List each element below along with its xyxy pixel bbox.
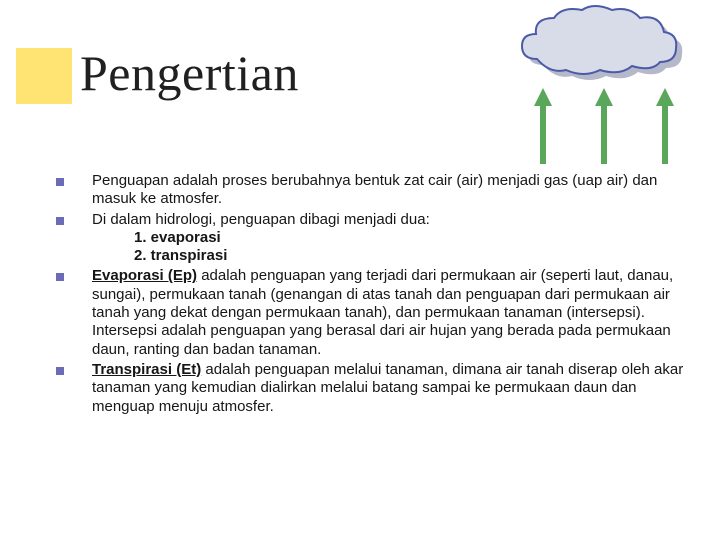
bullet-icon [56,217,64,225]
bullet-icon [56,273,64,281]
bullet-icon [56,178,64,186]
slide-title: Pengertian [80,44,299,102]
item-text: Transpirasi (Et) adalah penguapan melalu… [92,361,696,416]
list-item: Penguapan adalah proses berubahnya bentu… [56,172,696,209]
item-text: Evaporasi (Ep) adalah penguapan yang ter… [92,267,696,358]
cloud-graphic [512,4,688,94]
term: Transpirasi (Et) [92,361,201,378]
content-body: Penguapan adalah proses berubahnya bentu… [56,172,696,418]
item-line: Di dalam hidrologi, penguapan dibagi men… [92,211,430,228]
list-item: Di dalam hidrologi, penguapan dibagi men… [56,211,696,266]
bullet-icon [56,367,64,375]
arrow-up-icon [534,88,552,164]
sub-item: 1. evaporasi [92,229,696,247]
arrow-up-icon [595,88,613,164]
list-item: Transpirasi (Et) adalah penguapan melalu… [56,361,696,416]
sub-item: 2. transpirasi [92,247,696,265]
arrows-graphic [534,88,674,168]
list-item: Evaporasi (Ep) adalah penguapan yang ter… [56,267,696,358]
term: Evaporasi (Ep) [92,267,197,284]
accent-box [16,48,72,104]
arrow-up-icon [656,88,674,164]
item-text: Di dalam hidrologi, penguapan dibagi men… [92,211,696,266]
item-text: Penguapan adalah proses berubahnya bentu… [92,172,696,209]
